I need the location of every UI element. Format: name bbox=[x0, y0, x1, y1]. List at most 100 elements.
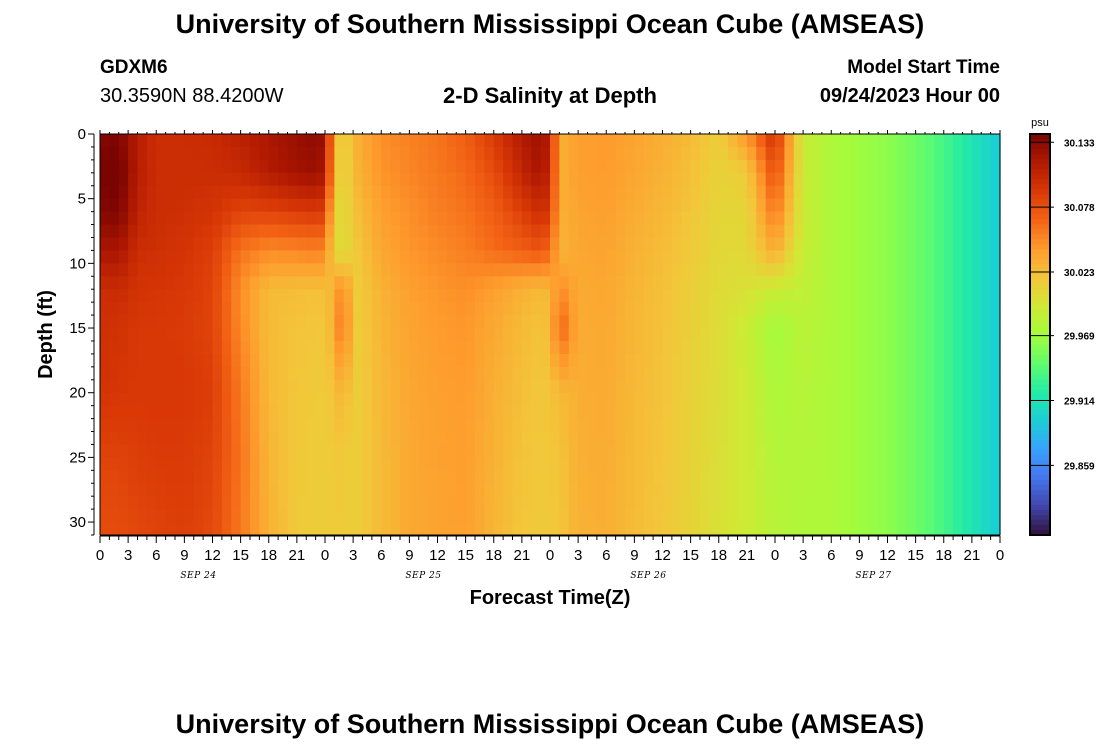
heatmap-cell bbox=[728, 315, 739, 329]
heatmap-cell bbox=[203, 224, 214, 239]
heatmap-cell bbox=[568, 172, 579, 187]
heatmap-cell bbox=[409, 146, 420, 161]
heatmap-cell bbox=[465, 289, 476, 303]
x-tick-label: 0 bbox=[321, 547, 329, 564]
heatmap-cell bbox=[578, 172, 589, 187]
heatmap-cell bbox=[475, 289, 485, 303]
heatmap-cell bbox=[587, 302, 598, 316]
heatmap-cell bbox=[559, 289, 570, 303]
heatmap-cell bbox=[193, 276, 204, 290]
heatmap-cell bbox=[737, 289, 748, 303]
heatmap-cell bbox=[681, 496, 692, 510]
heatmap-cell bbox=[428, 522, 439, 536]
heatmap-cell bbox=[850, 263, 860, 277]
heatmap-cell bbox=[821, 340, 832, 355]
heatmap-cell bbox=[296, 522, 307, 536]
heatmap-cell bbox=[212, 457, 223, 471]
heatmap-cell bbox=[175, 509, 185, 523]
heatmap-cell bbox=[100, 470, 110, 484]
heatmap-cell bbox=[887, 289, 898, 303]
heatmap-cell bbox=[287, 159, 298, 174]
heatmap-cell bbox=[587, 289, 598, 303]
heatmap-cell bbox=[775, 444, 785, 458]
heatmap-cell bbox=[596, 198, 607, 213]
heatmap-cell bbox=[371, 483, 382, 497]
heatmap-cell bbox=[578, 379, 589, 394]
heatmap-cell bbox=[325, 263, 335, 277]
heatmap-cell bbox=[756, 315, 767, 329]
heatmap-cell bbox=[578, 470, 589, 484]
heatmap-cell bbox=[231, 522, 242, 536]
heatmap-cell bbox=[484, 431, 495, 446]
x-tick-label: 6 bbox=[602, 547, 610, 564]
heatmap-cell bbox=[587, 315, 598, 329]
heatmap-cell bbox=[821, 224, 832, 239]
heatmap-cell bbox=[709, 263, 720, 277]
heatmap-cell bbox=[381, 289, 392, 303]
heatmap-cell bbox=[165, 328, 176, 342]
heatmap-cell bbox=[934, 483, 945, 497]
heatmap-cell bbox=[146, 405, 157, 420]
heatmap-cell bbox=[287, 353, 298, 368]
heatmap-cell bbox=[109, 470, 120, 484]
heatmap-cell bbox=[250, 457, 260, 471]
heatmap-cell bbox=[203, 276, 214, 290]
x-tick-label: 9 bbox=[405, 547, 413, 564]
heatmap-cell bbox=[878, 159, 889, 174]
heatmap-cell bbox=[887, 315, 898, 329]
heatmap-cell bbox=[887, 328, 898, 342]
heatmap-cell bbox=[146, 483, 157, 497]
heatmap-cell bbox=[484, 328, 495, 342]
heatmap-cell bbox=[737, 405, 748, 420]
heatmap-cell bbox=[475, 263, 485, 277]
heatmap-cell bbox=[709, 522, 720, 536]
heatmap-cell bbox=[718, 315, 729, 329]
heatmap-cell bbox=[109, 366, 120, 381]
heatmap-cell bbox=[203, 237, 214, 252]
heatmap-cell bbox=[212, 185, 223, 200]
heatmap-cell bbox=[775, 483, 785, 497]
heatmap-cell bbox=[559, 340, 570, 355]
heatmap-cell bbox=[334, 315, 345, 329]
heatmap-cell bbox=[906, 146, 917, 161]
heatmap-cell bbox=[606, 509, 617, 523]
heatmap-cell bbox=[343, 444, 354, 458]
heatmap-cell bbox=[259, 328, 270, 342]
colorbar-segment bbox=[1030, 184, 1050, 190]
heatmap-cell bbox=[718, 418, 729, 433]
heatmap-cell bbox=[484, 522, 495, 536]
heatmap-cell bbox=[568, 340, 579, 355]
heatmap-cell bbox=[531, 496, 542, 510]
colorbar-segment bbox=[1030, 329, 1050, 336]
heatmap-cell bbox=[371, 172, 382, 187]
heatmap-cell bbox=[137, 431, 148, 446]
heatmap-cell bbox=[128, 340, 139, 355]
heatmap-cell bbox=[587, 250, 598, 264]
heatmap-cell bbox=[962, 289, 973, 303]
heatmap-cell bbox=[615, 302, 626, 316]
heatmap-cell bbox=[953, 392, 964, 407]
heatmap-cell bbox=[240, 392, 251, 407]
heatmap-cell bbox=[596, 224, 607, 239]
heatmap-cell bbox=[662, 366, 673, 381]
heatmap-cell bbox=[100, 159, 110, 174]
heatmap-cell bbox=[925, 276, 935, 290]
heatmap-cell bbox=[296, 431, 307, 446]
heatmap-cell bbox=[381, 496, 392, 510]
heatmap-cell bbox=[868, 470, 879, 484]
heatmap-cell bbox=[728, 172, 739, 187]
heatmap-cell bbox=[446, 366, 457, 381]
heatmap-cell bbox=[568, 353, 579, 368]
heatmap-cell bbox=[306, 172, 317, 187]
heatmap-cell bbox=[465, 263, 476, 277]
heatmap-cell bbox=[118, 509, 129, 523]
heatmap-cell bbox=[118, 134, 129, 148]
colorbar-segment bbox=[1030, 254, 1050, 260]
heatmap-cell bbox=[662, 263, 673, 277]
heatmap-cell bbox=[700, 276, 710, 290]
heatmap-cell bbox=[643, 185, 654, 200]
heatmap-cell bbox=[559, 379, 570, 394]
heatmap-cell bbox=[709, 366, 720, 381]
heatmap-cell bbox=[709, 211, 720, 226]
heatmap-cell bbox=[306, 483, 317, 497]
